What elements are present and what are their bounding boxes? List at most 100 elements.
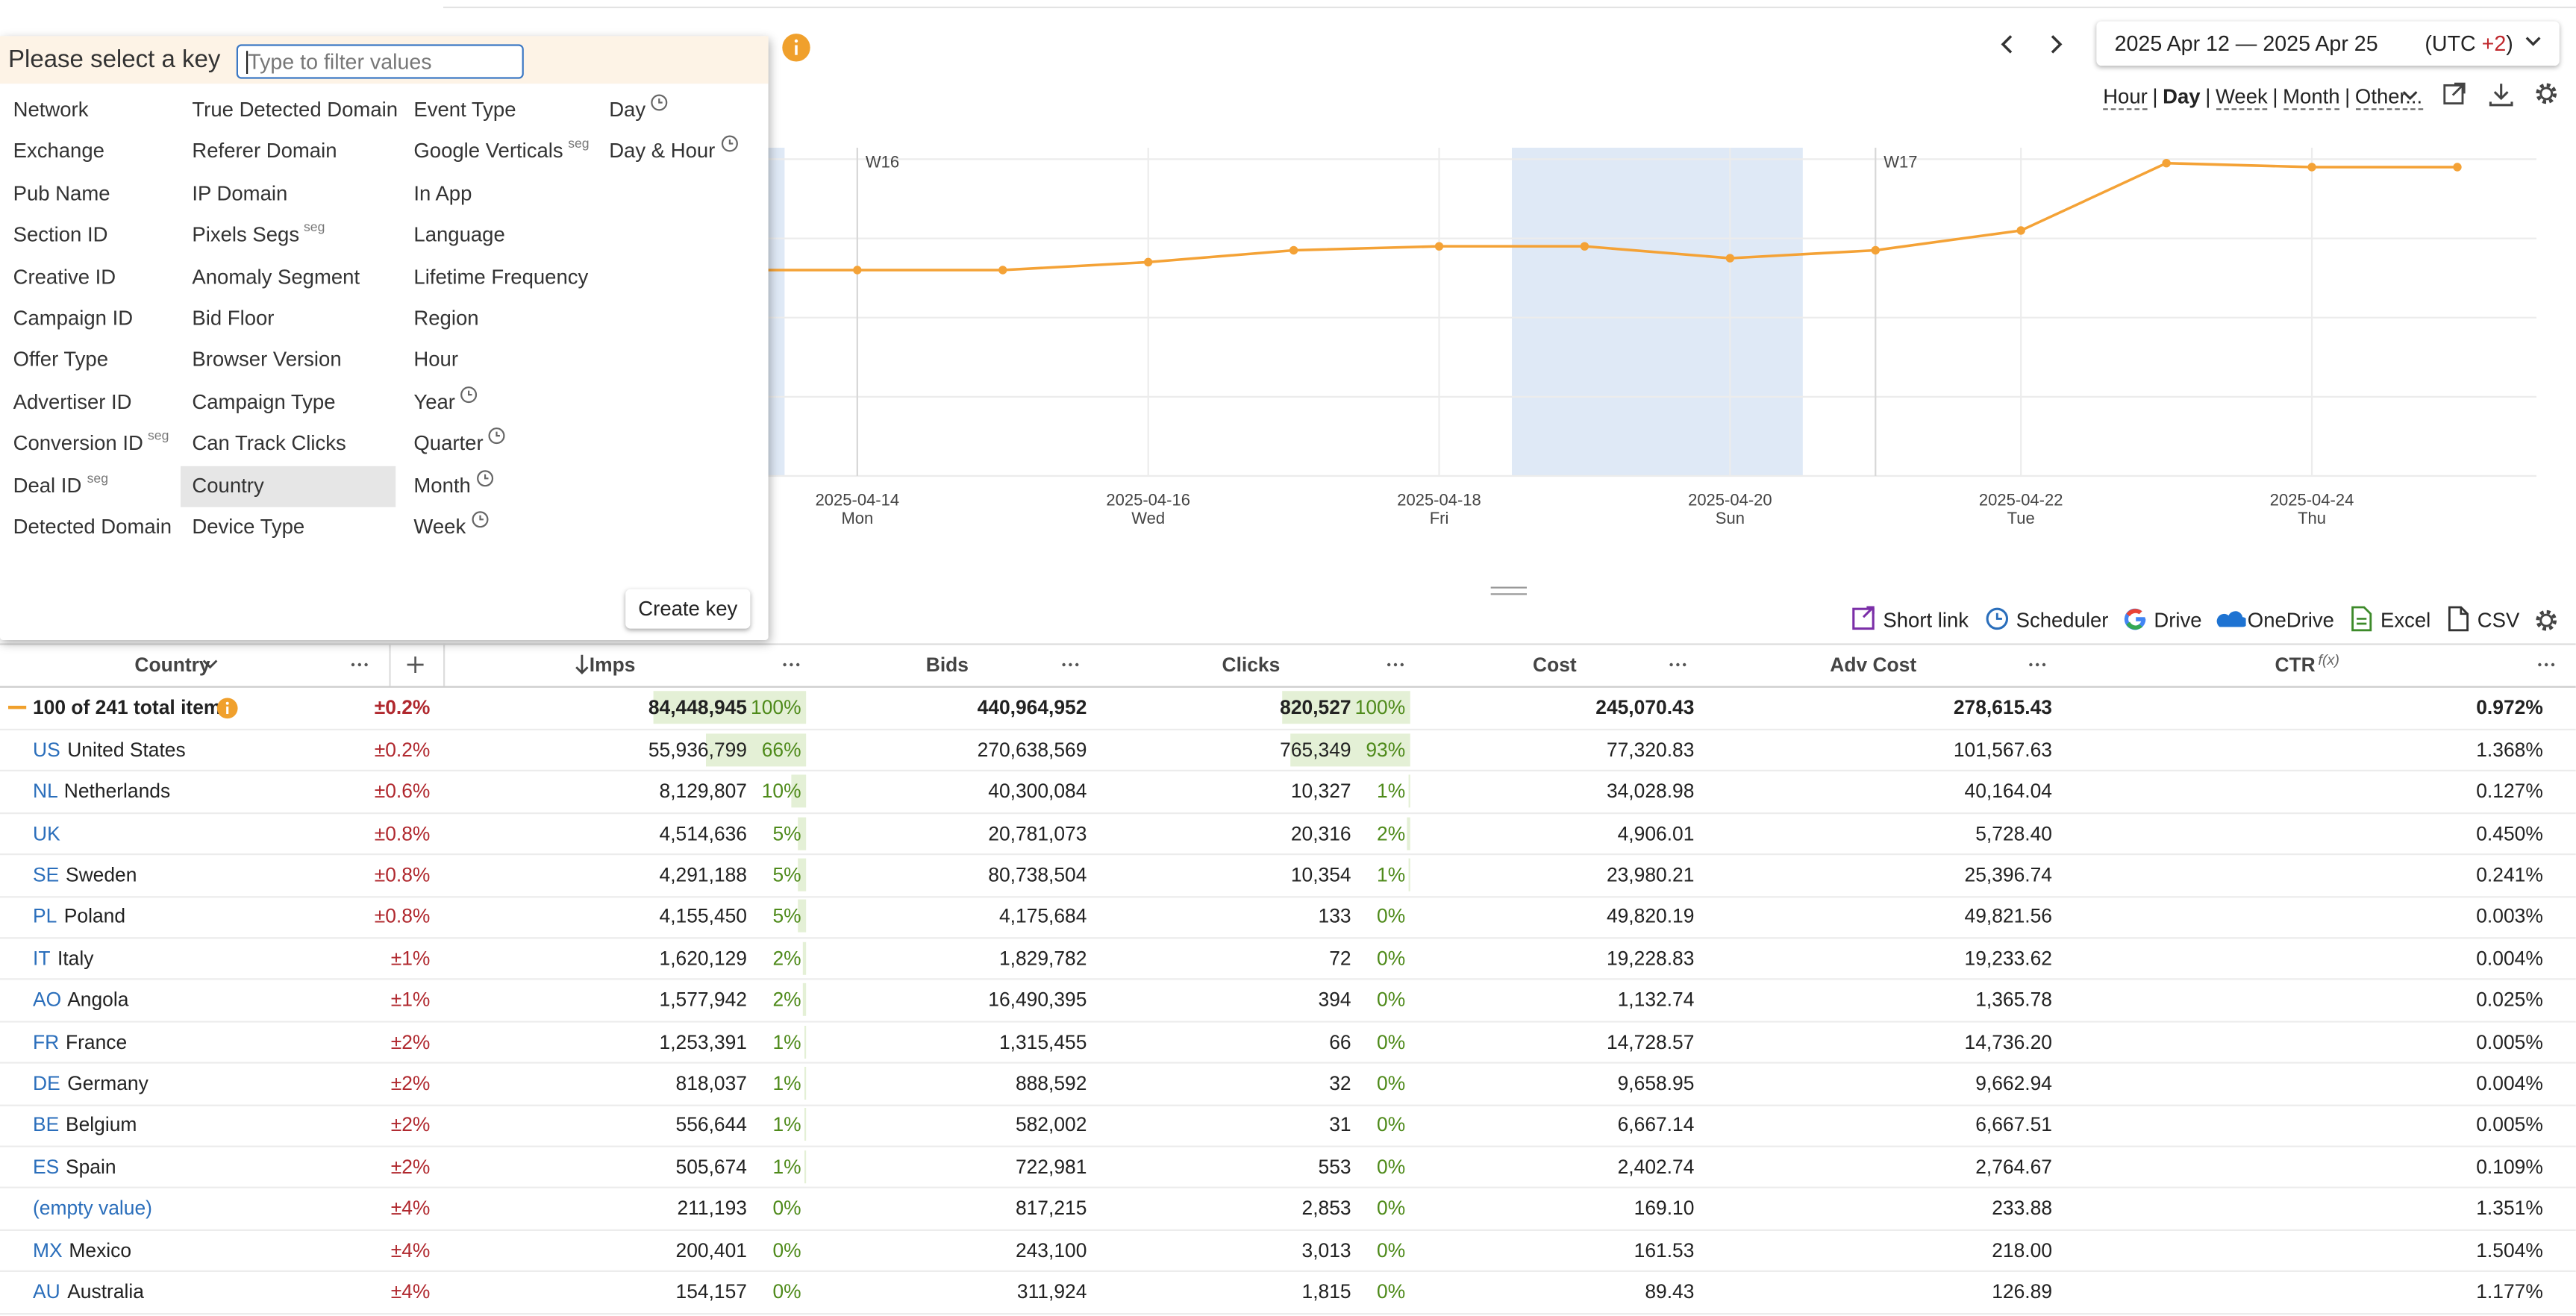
export-icon[interactable]: [2349, 606, 2379, 632]
export-icon[interactable]: [1985, 606, 2015, 632]
export-icon[interactable]: [1852, 606, 1882, 632]
export-icon[interactable]: [2446, 606, 2476, 632]
key-option[interactable]: Google Verticals: [413, 140, 563, 163]
export-link[interactable]: Scheduler: [2016, 609, 2109, 632]
column-header[interactable]: Country: [134, 653, 210, 677]
key-option[interactable]: Campaign ID: [13, 307, 134, 330]
add-column[interactable]: [405, 655, 425, 674]
key-option[interactable]: Week: [413, 515, 466, 539]
key-option[interactable]: Bid Floor: [192, 307, 275, 330]
key-option[interactable]: Country: [192, 473, 264, 497]
country-code[interactable]: UK: [33, 821, 60, 845]
country-code[interactable]: AO: [33, 988, 62, 1012]
column-header[interactable]: Imps: [589, 653, 636, 677]
filter-input[interactable]: Type to filter values: [236, 44, 524, 79]
column-header[interactable]: Clicks: [1222, 653, 1281, 677]
column-header[interactable]: CTR: [2275, 653, 2316, 677]
country-name[interactable]: Angola: [67, 988, 129, 1012]
nav-next[interactable]: [2045, 33, 2065, 56]
open-external[interactable]: [2443, 82, 2468, 107]
key-option[interactable]: Hour: [413, 348, 459, 372]
key-option[interactable]: Section ID: [13, 223, 108, 247]
export-link[interactable]: Drive: [2154, 609, 2202, 632]
column-header[interactable]: Bids: [925, 653, 969, 677]
column-menu[interactable]: [1668, 662, 1687, 668]
key-option[interactable]: Deal ID: [13, 473, 82, 497]
key-option[interactable]: Campaign Type: [192, 390, 336, 413]
column-menu[interactable]: [1386, 662, 1405, 668]
date-range-picker[interactable]: 2025 Apr 12 — 2025 Apr 25 (UTC +2): [2096, 21, 2560, 66]
column-menu[interactable]: [1060, 662, 1080, 668]
key-option[interactable]: Browser Version: [192, 348, 342, 372]
create-key-button[interactable]: Create key: [625, 589, 751, 629]
key-option[interactable]: Offer Type: [13, 348, 108, 372]
export-icon[interactable]: [2216, 606, 2246, 632]
export-icon[interactable]: [2123, 606, 2153, 632]
key-option[interactable]: Language: [413, 223, 505, 247]
nav-prev[interactable]: [1998, 33, 2017, 56]
key-option[interactable]: IP Domain: [192, 181, 288, 205]
column-menu[interactable]: [2028, 662, 2047, 668]
column-header[interactable]: Adv Cost: [1830, 653, 1917, 677]
column-header[interactable]: Cost: [1533, 653, 1577, 677]
key-option[interactable]: Advertiser ID: [13, 390, 132, 413]
country-code[interactable]: SE: [33, 862, 60, 886]
country-code[interactable]: MX: [33, 1238, 63, 1262]
country-code[interactable]: IT: [33, 946, 51, 970]
country-code[interactable]: NL: [33, 780, 58, 803]
key-option[interactable]: Conversion ID: [13, 432, 143, 455]
granularity-option[interactable]: Week: [2215, 85, 2268, 110]
export-link[interactable]: OneDrive: [2247, 609, 2334, 632]
granularity-option[interactable]: Day: [2163, 85, 2201, 109]
column-menu[interactable]: [350, 662, 369, 668]
download[interactable]: [2489, 82, 2513, 107]
key-option[interactable]: Month: [413, 473, 471, 497]
granularity-chevron[interactable]: [2402, 90, 2419, 104]
country-name[interactable]: United States: [67, 738, 186, 762]
country-code[interactable]: US: [33, 738, 60, 762]
country-name[interactable]: Sweden: [66, 862, 137, 886]
key-option[interactable]: Can Track Clicks: [192, 432, 346, 455]
key-option[interactable]: Quarter: [413, 432, 484, 455]
country-name[interactable]: Poland: [63, 904, 126, 928]
key-option[interactable]: Pub Name: [13, 181, 110, 205]
country-name[interactable]: (empty value): [33, 1197, 152, 1220]
granularity-option[interactable]: Hour: [2103, 85, 2148, 110]
country-name[interactable]: Mexico: [69, 1238, 132, 1262]
country-name[interactable]: Netherlands: [63, 780, 171, 803]
key-option[interactable]: Referer Domain: [192, 140, 337, 163]
key-option[interactable]: Event Type: [413, 98, 516, 122]
key-option[interactable]: Anomaly Segment: [192, 265, 360, 289]
country-code[interactable]: DE: [33, 1071, 60, 1095]
country-code[interactable]: BE: [33, 1113, 60, 1137]
header-chevron[interactable]: [202, 658, 219, 671]
key-option[interactable]: Creative ID: [13, 265, 116, 289]
country-name[interactable]: Australia: [67, 1279, 144, 1303]
country-code[interactable]: ES: [33, 1155, 60, 1178]
key-option[interactable]: Device Type: [192, 515, 305, 539]
splitter[interactable]: [1490, 584, 1527, 598]
settings[interactable]: [2533, 81, 2560, 107]
export-link[interactable]: CSV: [2477, 609, 2520, 632]
key-option[interactable]: Region: [413, 307, 479, 330]
country-name[interactable]: France: [66, 1030, 128, 1053]
country-name[interactable]: Spain: [66, 1155, 116, 1178]
country-name[interactable]: Italy: [57, 946, 94, 970]
column-menu[interactable]: [781, 662, 801, 668]
column-menu[interactable]: [2536, 662, 2556, 668]
export-link[interactable]: Excel: [2380, 609, 2431, 632]
key-option[interactable]: Lifetime Frequency: [413, 265, 589, 289]
key-option[interactable]: Day: [609, 98, 646, 122]
export-link[interactable]: Short link: [1883, 609, 1969, 632]
key-option[interactable]: In App: [413, 181, 472, 205]
country-name[interactable]: Belgium: [66, 1113, 137, 1137]
key-option[interactable]: True Detected Domain: [192, 98, 398, 122]
key-option[interactable]: Exchange: [13, 140, 104, 163]
table-settings[interactable]: [2533, 607, 2560, 633]
country-code[interactable]: AU: [33, 1279, 60, 1303]
country-name[interactable]: Germany: [67, 1071, 149, 1095]
key-option[interactable]: Detected Domain: [13, 515, 172, 539]
country-code[interactable]: FR: [33, 1030, 60, 1053]
key-option[interactable]: Year: [413, 390, 455, 413]
key-option[interactable]: Network: [13, 98, 89, 122]
